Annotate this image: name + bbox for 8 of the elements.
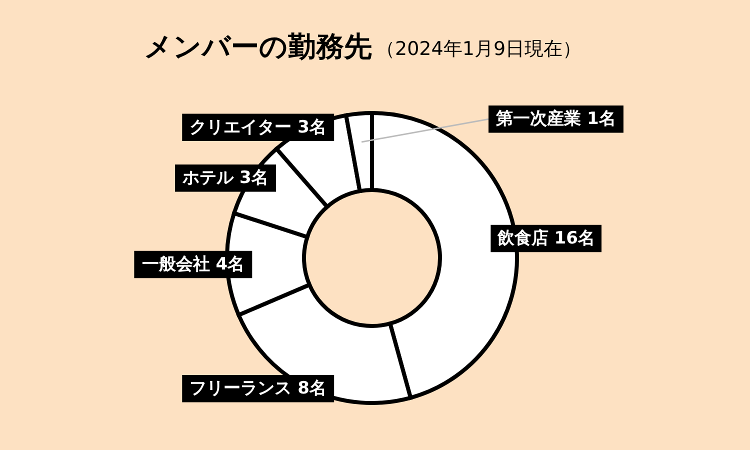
- slice-label: フリーランス 8名: [190, 378, 326, 399]
- slice-label: 第一次産業 1名: [495, 109, 616, 130]
- chart-title: メンバーの勤務先: [144, 30, 372, 63]
- chart-subtitle: （2024年1月9日現在）: [376, 38, 582, 60]
- slice-label: クリエイター 3名: [190, 117, 326, 138]
- slice-label: 一般会社 4名: [142, 254, 245, 275]
- slice-label: 飲食店 16名: [496, 228, 595, 249]
- slice-label: ホテル 3名: [182, 168, 268, 188]
